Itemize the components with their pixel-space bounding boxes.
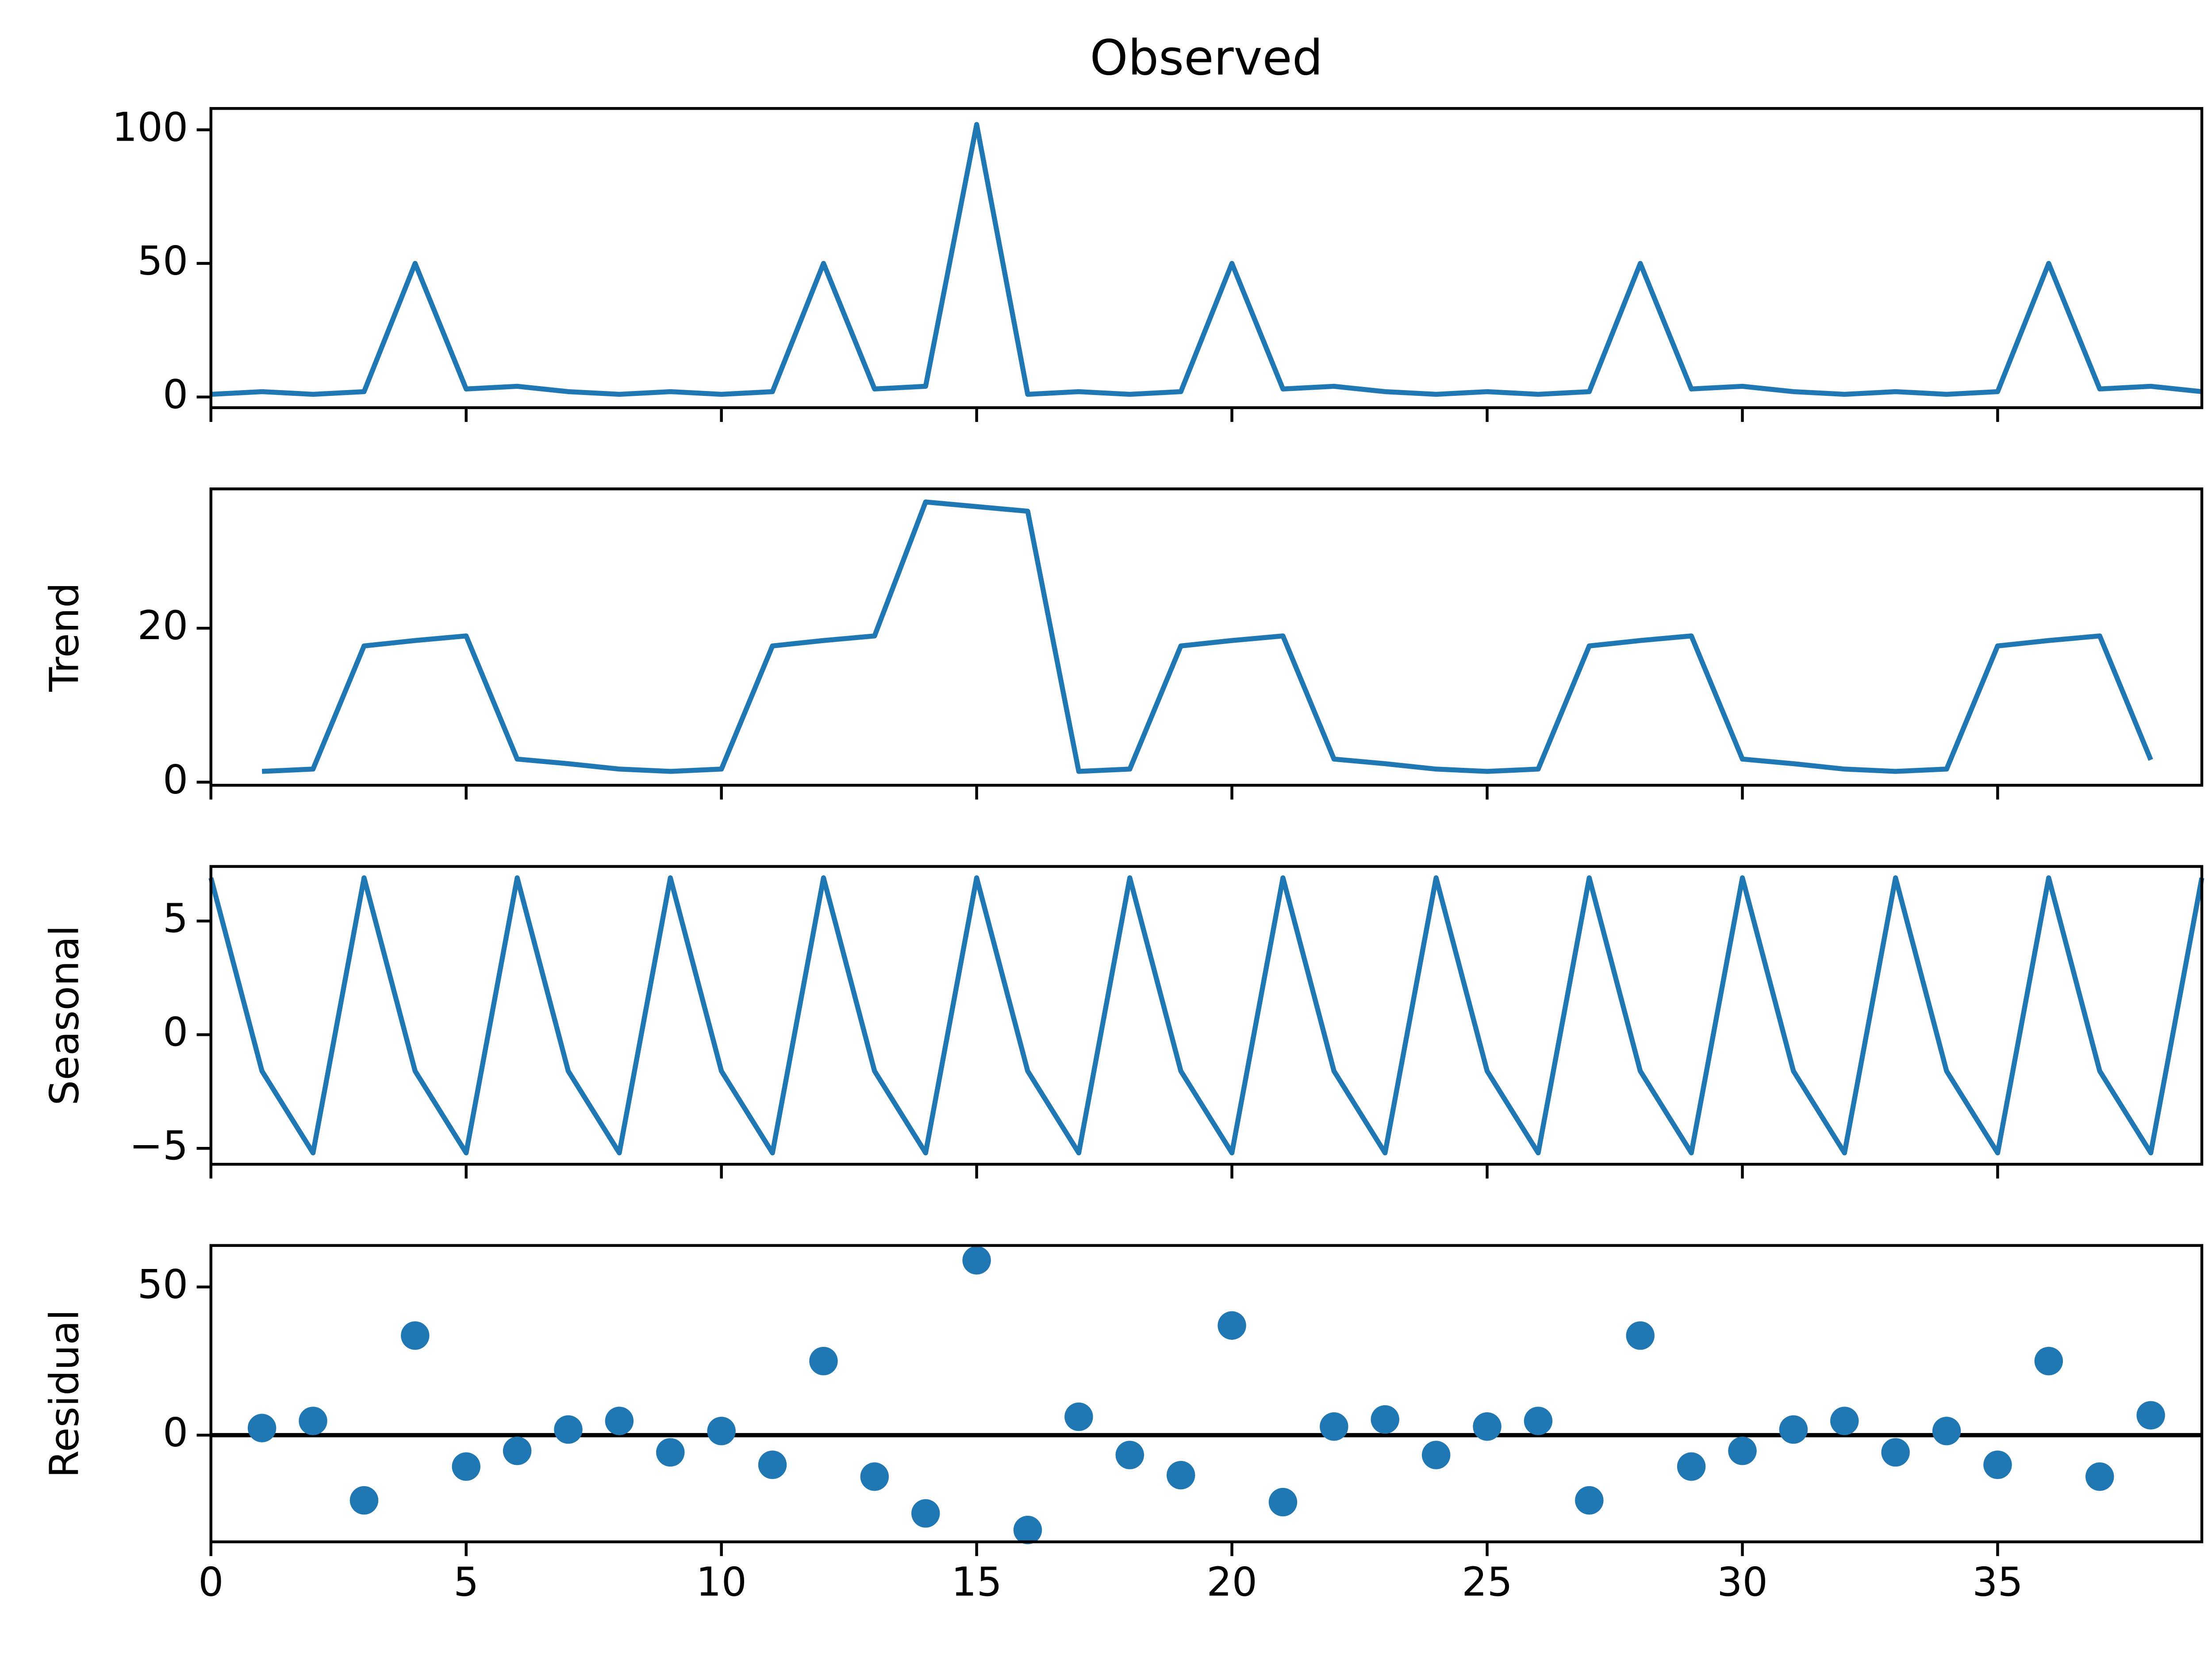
data-line	[211, 122, 2202, 397]
data-point	[860, 1462, 889, 1491]
x-tick-label: 10	[696, 1559, 747, 1605]
data-point	[503, 1436, 532, 1465]
data-point	[1728, 1436, 1757, 1465]
data-point	[1473, 1412, 1502, 1441]
data-point	[605, 1407, 634, 1435]
data-point	[1983, 1450, 2012, 1479]
data-point	[656, 1438, 685, 1467]
chart-title: Observed	[1090, 30, 1323, 86]
data-point	[247, 1414, 276, 1442]
data-point	[1064, 1402, 1093, 1431]
data-point	[1013, 1515, 1042, 1545]
y-axis-label: Residual	[41, 1309, 88, 1478]
y-axis-label: Seasonal	[41, 925, 88, 1106]
y-tick-label: 50	[137, 1261, 188, 1308]
x-tick-label: 25	[1462, 1559, 1513, 1605]
y-axis-label: Trend	[41, 583, 88, 692]
data-point	[809, 1346, 838, 1376]
data-point	[1677, 1452, 1706, 1481]
data-point	[401, 1321, 430, 1350]
data-point	[1575, 1486, 1604, 1515]
data-point	[1779, 1415, 1808, 1444]
y-tick-label: 0	[163, 756, 188, 803]
x-tick-label: 5	[453, 1559, 479, 1605]
plot-frame	[209, 107, 2204, 409]
data-point	[1932, 1417, 1961, 1445]
y-tick-label: −5	[129, 1123, 188, 1169]
data-point	[1881, 1438, 1910, 1467]
x-tick-label: 30	[1717, 1559, 1768, 1605]
y-tick-label: 0	[163, 1410, 188, 1456]
y-tick-label: 0	[163, 1009, 188, 1055]
y-tick-label: 50	[137, 238, 188, 284]
data-point	[1217, 1311, 1246, 1340]
data-point	[452, 1452, 480, 1481]
y-tick-label: 20	[137, 602, 188, 649]
y-tick-label: 0	[163, 371, 188, 418]
data-point	[962, 1246, 991, 1275]
data-point	[911, 1499, 940, 1528]
data-point	[2034, 1346, 2063, 1376]
data-point	[349, 1486, 379, 1515]
data-point	[1320, 1412, 1348, 1441]
data-point	[1115, 1441, 1144, 1469]
data-point	[554, 1415, 583, 1444]
data-point	[2136, 1401, 2165, 1430]
y-tick-label: 100	[112, 104, 188, 150]
x-tick-label: 20	[1206, 1559, 1257, 1605]
data-point	[758, 1450, 787, 1479]
data-point	[2085, 1462, 2114, 1491]
data-line	[261, 499, 2153, 774]
x-tick-label: 0	[198, 1559, 223, 1605]
data-point	[1268, 1487, 1298, 1517]
data-point	[1421, 1441, 1451, 1469]
data-point	[1830, 1407, 1859, 1435]
y-tick-label: 5	[163, 895, 188, 942]
data-line	[208, 875, 2204, 1156]
x-tick-label: 35	[1972, 1559, 2023, 1605]
data-point	[707, 1417, 736, 1445]
plot-frame	[209, 487, 2204, 787]
plot-frame	[209, 865, 2204, 1166]
data-point	[1626, 1321, 1655, 1350]
plot-frame	[209, 1244, 2204, 1544]
data-point	[1371, 1405, 1399, 1434]
data-point	[1524, 1407, 1553, 1435]
data-point	[299, 1407, 327, 1435]
data-point	[1166, 1460, 1195, 1490]
x-tick-label: 15	[951, 1559, 1002, 1605]
